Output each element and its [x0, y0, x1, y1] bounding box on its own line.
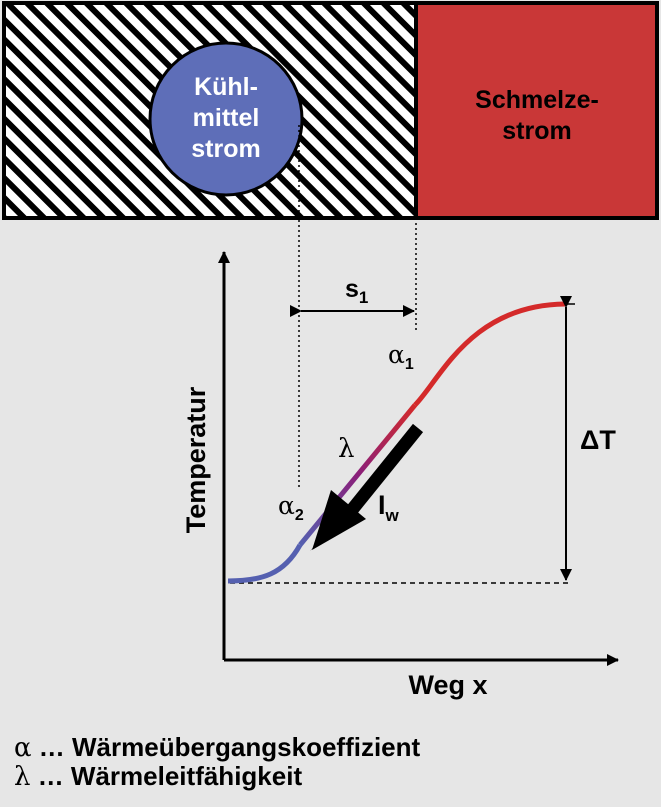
curve-melt-segment [413, 301, 566, 407]
melt-label-line1: Schmelze- [475, 86, 599, 114]
coolant-circle [148, 41, 304, 197]
heat-flow-shaft [341, 423, 424, 521]
curve-coolant-segment [227, 543, 303, 584]
legend-alpha-text: … Wärmeübergangskoeffizient [31, 732, 421, 762]
y-axis-label: Temperatur [181, 386, 211, 533]
legend-alpha-symbol: α [14, 733, 32, 763]
legend-lambda: λ … Wärmeleitfähigkeit [14, 761, 302, 792]
coolant-label-line3: strom [191, 135, 260, 163]
coolant-label-line2: mittel [193, 104, 260, 132]
distance-label: s1 [345, 275, 368, 307]
heat-flow-head-main [312, 490, 366, 550]
lambda-label: λ [338, 434, 354, 464]
legend-lambda-symbol: λ [14, 762, 31, 792]
x-axis-label: Weg x [408, 670, 487, 700]
melt-label-line2: strom [502, 117, 571, 145]
delta-t-label: ΔT [580, 425, 616, 455]
melt-stream-box [414, 1, 659, 220]
coolant-label-line1: Kühl- [194, 73, 258, 101]
legend-lambda-text: … Wärmeleitfähigkeit [30, 761, 303, 791]
alpha2-label: α2 [278, 491, 304, 524]
curve-conduction-segment [298, 403, 417, 547]
legend-alpha: α … Wärmeübergangskoeffizient [14, 732, 420, 763]
alpha1-label: α1 [388, 340, 414, 373]
heat-flow-label: Iw [378, 490, 400, 525]
